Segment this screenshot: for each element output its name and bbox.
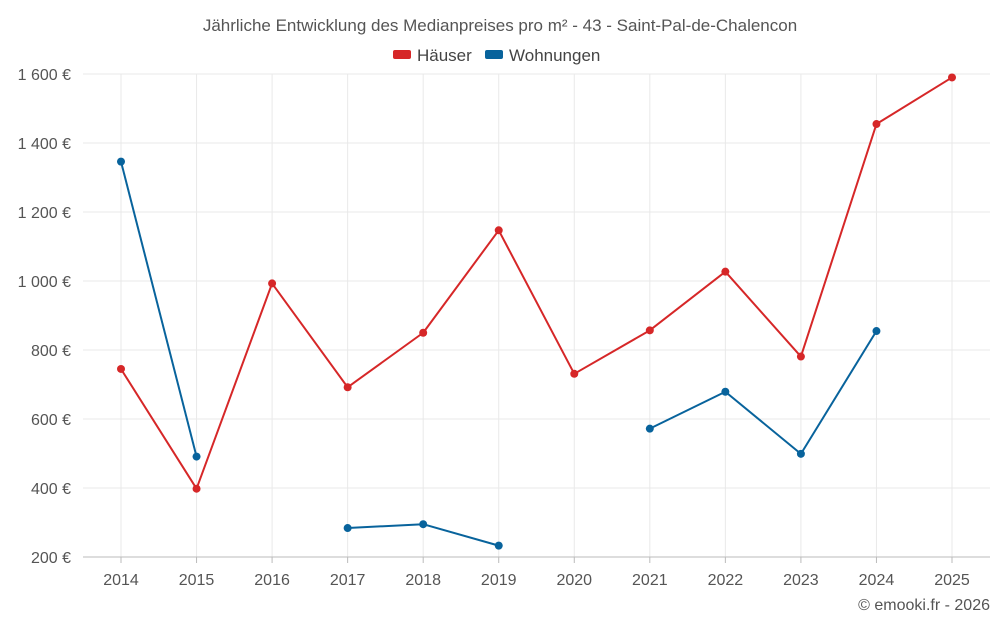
x-tick-label: 2016 [254,572,290,589]
x-tick-label: 2022 [708,572,744,589]
y-tick-label: 1 400 € [18,136,71,153]
data-point [117,364,125,373]
legend-swatch [393,50,411,59]
y-tick-label: 1 600 € [18,67,71,84]
data-point [645,326,654,335]
data-point [117,157,125,166]
legend-label: Häuser [417,46,472,65]
x-tick-label: 2025 [934,572,970,589]
data-point [645,424,654,433]
chart-title: Jährliche Entwicklung des Medianpreises … [203,16,797,35]
y-tick-label: 1 000 € [18,274,71,291]
data-point [494,541,503,550]
x-tick-label: 2024 [859,572,895,589]
data-point [419,520,428,529]
x-tick-label: 2019 [481,572,517,589]
data-point [192,484,201,493]
x-tick-label: 2018 [405,572,441,589]
series-group [117,73,956,550]
y-tick-label: 600 € [31,412,71,429]
data-point [721,267,730,276]
data-point [872,120,881,129]
x-tick-label: 2020 [556,572,592,589]
x-tick-label: 2023 [783,572,819,589]
series-line [120,76,953,490]
x-tick-label: 2015 [179,572,215,589]
grid-lines [83,73,990,557]
axes: 200 € 400 € 600 € 800 € 1 000 € 1 200 € 1 400 … [18,67,990,589]
y-tick-label: 800 € [31,343,71,360]
data-point [494,226,503,235]
legend-label: Wohnungen [509,46,600,65]
y-tick-label: 1 200 € [18,205,71,222]
y-tick-label: 200 € [31,550,71,567]
data-point [570,369,579,378]
data-point [872,327,881,336]
x-tick-label: 2014 [103,572,139,589]
x-tick-label: 2021 [632,572,668,589]
y-tick-label: 400 € [31,481,71,498]
data-point [796,352,805,361]
series-line [120,161,198,457]
series-haeuser [117,73,956,493]
series-wohnungen [117,157,881,550]
legend-swatch [485,50,503,59]
series-line [649,330,878,455]
data-point [343,524,352,533]
data-point [343,383,352,392]
data-point [419,328,428,337]
data-point [268,279,277,288]
x-tick-label: 2017 [330,572,366,589]
legend: Häuser Wohnungen [393,46,600,65]
data-point [721,387,730,396]
data-point [796,449,805,458]
credit-text: © emooki.fr - 2026 [858,597,990,614]
data-point [192,452,201,461]
data-point [948,73,956,82]
